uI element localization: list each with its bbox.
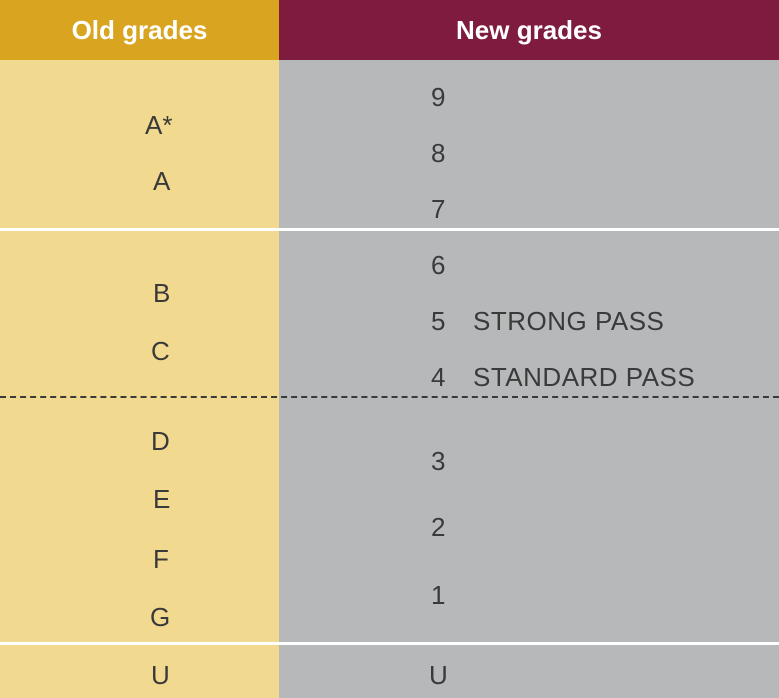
old-grade-cell: E bbox=[153, 484, 170, 515]
new-grade-number: 2 bbox=[431, 512, 459, 543]
divider-3 bbox=[0, 642, 779, 645]
old-grade-cell: A bbox=[153, 166, 170, 197]
new-grade-cell: 3 bbox=[431, 446, 459, 477]
old-grade-cell: A* bbox=[145, 110, 172, 141]
old-grade-cell: U bbox=[151, 660, 170, 691]
old-grade-cell: C bbox=[151, 336, 170, 367]
old-grade-cell: D bbox=[151, 426, 170, 457]
new-grade-number: 6 bbox=[431, 250, 459, 281]
grade-comparison-table: Old grades New grades A*ABCDEFGU98765STR… bbox=[0, 0, 779, 698]
old-grade-cell: G bbox=[150, 602, 170, 633]
old-grades-header-label: Old grades bbox=[72, 15, 208, 46]
new-grade-number: U bbox=[429, 660, 457, 691]
new-grade-number: 5 bbox=[431, 306, 459, 337]
new-grade-number: 9 bbox=[431, 82, 459, 113]
new-grade-number: 4 bbox=[431, 362, 459, 393]
new-grade-cell: 6 bbox=[431, 250, 459, 281]
old-grade-cell: F bbox=[153, 544, 169, 575]
new-grade-number: 7 bbox=[431, 194, 459, 225]
new-grade-cell: 4 STANDARD PASS bbox=[431, 362, 695, 393]
table-body: A*ABCDEFGU98765STRONG PASS4STANDARD PASS… bbox=[0, 60, 779, 698]
divider-2 bbox=[0, 396, 779, 398]
divider-1 bbox=[0, 228, 779, 231]
new-grade-cell: 2 bbox=[431, 512, 459, 543]
new-grade-cell: 7 bbox=[431, 194, 459, 225]
new-grade-number: 8 bbox=[431, 138, 459, 169]
old-grade-cell: B bbox=[153, 278, 170, 309]
new-grade-cell: 8 bbox=[431, 138, 459, 169]
new-grade-number: 1 bbox=[431, 580, 459, 611]
new-grade-cell: 5 STRONG PASS bbox=[431, 306, 664, 337]
new-grade-annotation: STRONG PASS bbox=[473, 306, 664, 336]
new-grade-cell: 1 bbox=[431, 580, 459, 611]
old-grades-header: Old grades bbox=[0, 0, 279, 60]
new-grade-annotation: STANDARD PASS bbox=[473, 362, 695, 392]
new-grades-header-label: New grades bbox=[456, 15, 602, 46]
new-grade-cell: 9 bbox=[431, 82, 459, 113]
new-grades-header: New grades bbox=[279, 0, 779, 60]
new-grade-number: 3 bbox=[431, 446, 459, 477]
new-grade-cell: U bbox=[429, 660, 457, 691]
